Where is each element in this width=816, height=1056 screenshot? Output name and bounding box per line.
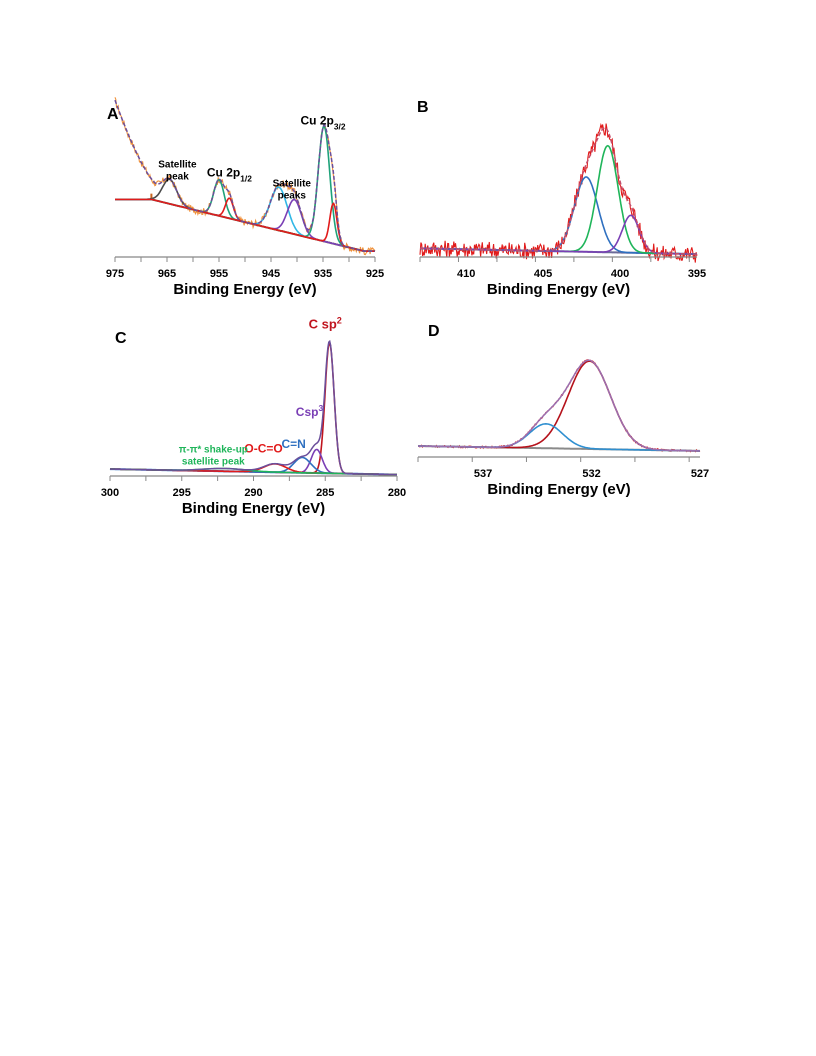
chart-b-svg: 410 405 400 395 Binding Energy (eV) B — [417, 99, 706, 298]
x-tick-label: 537 — [474, 468, 492, 480]
x-axis-title: Binding Energy (eV) — [173, 281, 316, 298]
panel-letter: C — [115, 330, 127, 347]
x-axis-title: Binding Energy (eV) — [182, 500, 325, 517]
peak-annotation-line2: satellite peak — [182, 456, 245, 467]
panel-letter: B — [417, 99, 429, 116]
x-tick-label: 935 — [314, 268, 332, 280]
peak-annotation: Satellite — [158, 160, 197, 171]
x-tick-label: 527 — [691, 468, 709, 480]
component-peak-1 — [418, 360, 700, 452]
peak-annotation-line2: peaks — [278, 190, 307, 201]
x-tick-label: 532 — [582, 468, 600, 480]
x-tick-label: 280 — [388, 487, 406, 499]
component-peak-3 — [420, 214, 697, 255]
peak-annotation-line2: peak — [166, 172, 189, 183]
envelope-fit-line — [109, 339, 397, 476]
peak-annotation: Satellite — [273, 178, 312, 189]
panel-letter: D — [428, 323, 440, 340]
panel-letter: A — [107, 106, 119, 123]
chart-a-svg: 975 965 955 945 935 925 Binding Energy (eV) A Sa… — [106, 97, 384, 298]
component-peak-2 — [420, 144, 697, 255]
x-tick-label: 295 — [173, 487, 191, 499]
component-peak-6 — [115, 124, 375, 252]
panel-a-cu2p: 975 965 955 945 935 925 Binding Energy (eV) A Sa… — [100, 95, 400, 320]
x-tick-label: 925 — [366, 268, 384, 280]
panel-b-n1s: 410 405 400 395 Binding Energy (eV) B — [410, 95, 710, 320]
x-axis-title: Binding Energy (eV) — [487, 481, 630, 498]
panel-d-o1s: 537 532 527 Binding Energy (eV) D — [410, 323, 710, 550]
x-axis-title: Binding Energy (eV) — [487, 281, 630, 298]
peak-annotation: Cu 2p1/2 — [207, 165, 252, 183]
x-tick-label: 405 — [534, 268, 552, 280]
raw-data-line — [417, 359, 701, 453]
x-tick-label: 300 — [101, 487, 119, 499]
peak-annotation: C sp2 — [309, 316, 342, 332]
component-peak-7 — [115, 198, 375, 252]
component-peak-3 — [110, 456, 397, 476]
x-tick-label: 290 — [244, 487, 262, 499]
peak-annotation: π-π* shake-up — [179, 444, 248, 455]
x-tick-label: 965 — [158, 268, 176, 280]
chart-d-svg: 537 532 527 Binding Energy (eV) D — [417, 323, 709, 498]
peak-annotation: C=N — [282, 437, 306, 451]
x-tick-label: 395 — [688, 268, 706, 280]
raw-data-line — [419, 122, 698, 263]
peak-annotation: Csp3 — [296, 403, 324, 419]
envelope-fit-line — [114, 99, 375, 252]
chart-c-svg: 300 295 290 285 280 Binding Energy (eV) C C sp2… — [101, 316, 406, 517]
envelope-fit-line — [420, 127, 697, 255]
x-tick-label: 400 — [611, 268, 629, 280]
envelope-fit-line — [418, 359, 700, 452]
x-tick-label: 410 — [457, 268, 475, 280]
panel-c-c1s: 300 295 290 285 280 Binding Energy (eV) C C sp2… — [100, 316, 406, 550]
x-tick-label: 945 — [262, 268, 280, 280]
x-tick-label: 955 — [210, 268, 228, 280]
x-tick-label: 975 — [106, 268, 124, 280]
peak-annotation: O-C=O — [244, 441, 282, 455]
x-tick-label: 285 — [316, 487, 334, 499]
